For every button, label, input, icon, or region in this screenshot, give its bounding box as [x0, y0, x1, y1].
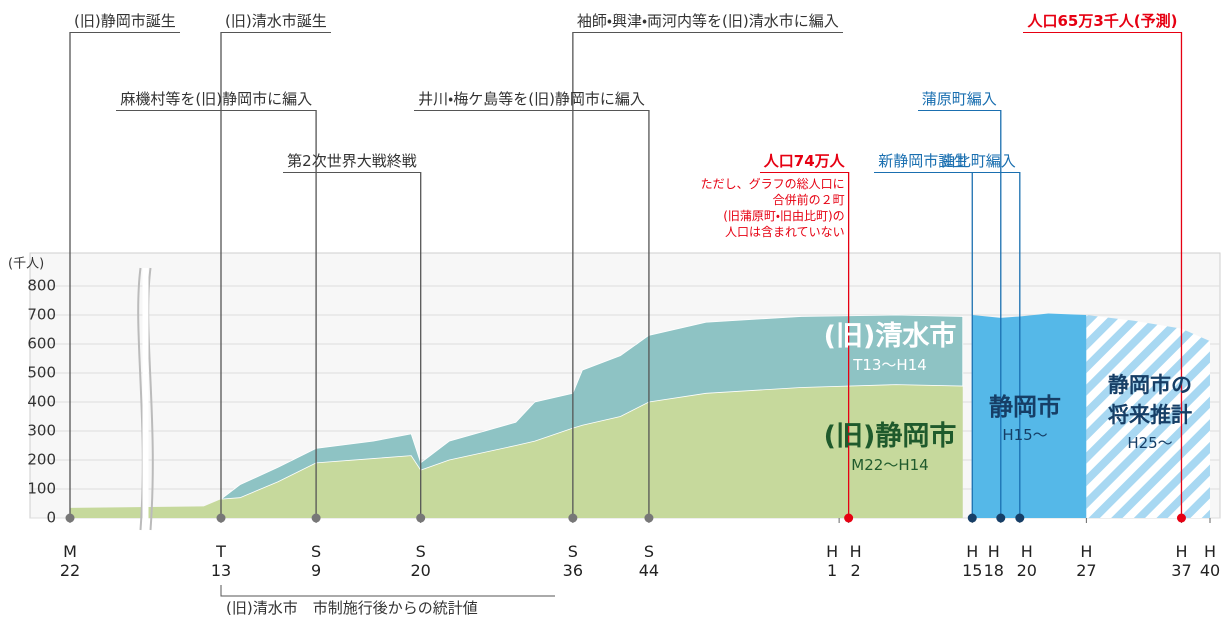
x-tick-label: H 1 [826, 542, 839, 580]
axis-break-gap [142, 268, 149, 530]
series-period: H25〜 [1127, 434, 1173, 452]
event-label: 人口65万3千人(予測) [1023, 10, 1182, 33]
x-tick-label: H 37 [1171, 542, 1192, 580]
footnote: (旧)清水市 市制施行後からの統計値 [226, 599, 478, 617]
axis-break [137, 267, 144, 531]
event-dot [1176, 513, 1186, 523]
axis-break [147, 267, 154, 531]
series-period: H15〜 [1002, 426, 1048, 444]
y-tick-label: 100 [27, 480, 56, 498]
event-dot [216, 513, 226, 523]
y-tick-label: 200 [27, 451, 56, 469]
event-label: (旧)清水市誕生 [221, 10, 331, 33]
y-tick-label: 400 [27, 393, 56, 411]
series-label: 静岡市 [989, 393, 1061, 421]
y-tick-label: 600 [27, 335, 56, 353]
event-dot [416, 513, 426, 523]
y-unit: (千人) [8, 257, 44, 272]
x-tick-label: T 13 [210, 542, 232, 580]
x-tick-label: S 9 [311, 542, 322, 580]
x-tick-label: H 27 [1076, 542, 1097, 580]
y-tick-label: 300 [27, 422, 56, 440]
x-tick-label: S 20 [410, 542, 431, 580]
footnote-bracket [220, 585, 555, 597]
event-dot [996, 513, 1006, 523]
event-dot [644, 513, 654, 523]
x-tick-label: H 2 [849, 542, 862, 580]
x-tick-label: S 44 [638, 542, 660, 580]
event-label: 新静岡市誕生 [874, 150, 973, 173]
event-dot [844, 513, 854, 523]
series-period: T13〜H14 [853, 356, 927, 374]
y-tick-label: 500 [27, 364, 56, 382]
event-note: ただし、グラフの総人口に 合併前の２町 (旧蒲原町・旧由比町)の 人口は含まれて… [700, 177, 845, 239]
area [1086, 315, 1210, 518]
y-tick-label: 0 [46, 509, 56, 527]
event-label: 蒲原町編入 [917, 88, 1001, 111]
event-label: 第2次世界大戦終戦 [283, 150, 421, 173]
event-dot [967, 513, 977, 523]
series-label: (旧)清水市 [823, 321, 957, 352]
event-label: 人口74万人 [759, 150, 849, 173]
series-period: M22〜H14 [851, 456, 929, 474]
event-label: 袖師・興津・両河内等を(旧)清水市に編入 [572, 10, 843, 33]
event-dot [1015, 513, 1025, 523]
event-label: 井川・梅ケ島等を(旧)静岡市に編入 [414, 88, 649, 111]
area [219, 314, 964, 500]
event-label: 由比町編入 [936, 150, 1020, 173]
event-label: (旧)静岡市誕生 [70, 10, 180, 33]
x-tick-label: S 36 [562, 542, 584, 580]
series-label: 静岡市の 将来推計 [1108, 373, 1192, 427]
event-dot [65, 513, 75, 523]
y-tick-label: 700 [27, 306, 56, 324]
area [70, 384, 963, 518]
x-tick-label: H 20 [1016, 542, 1037, 580]
event-dot [568, 513, 578, 523]
event-label: 麻機村等を(旧)静岡市に編入 [116, 88, 317, 111]
x-tick-label: M 22 [59, 542, 81, 580]
x-tick-label: H 15 [962, 542, 983, 580]
event-dot [311, 513, 321, 523]
y-tick-label: 800 [27, 277, 56, 295]
series-label: (旧)静岡市 [823, 421, 957, 452]
x-tick-label: H 40 [1199, 542, 1221, 580]
x-tick-label: H 18 [983, 542, 1004, 580]
